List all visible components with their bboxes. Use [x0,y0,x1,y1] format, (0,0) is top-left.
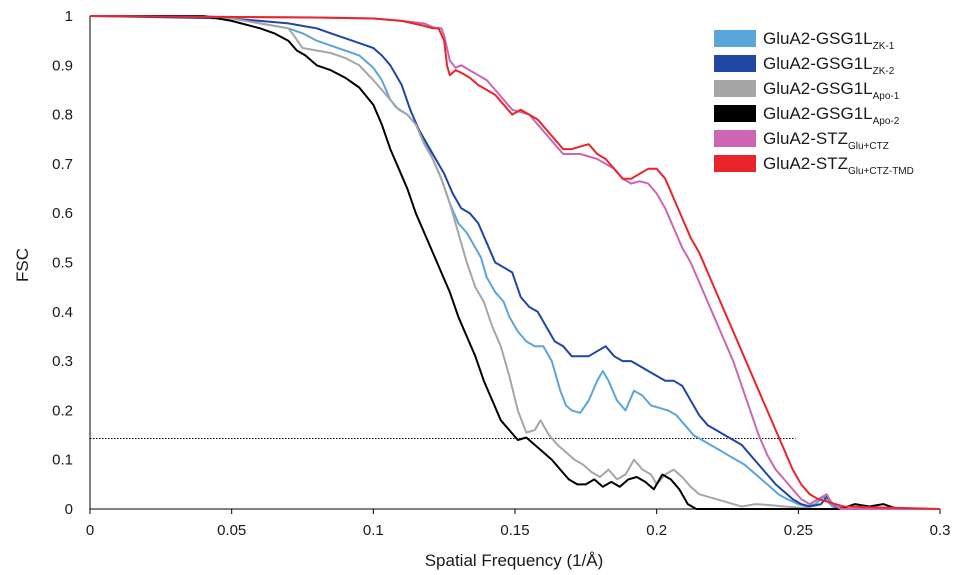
legend-entry: GluA2-GSG1LApo-1 [763,79,900,102]
legend-entry-subscript: ZK-2 [873,66,895,77]
legend-entry: GluA2-GSG1LApo-2 [763,104,900,127]
legend-entry: GluA2-STZGlu+CTZ [763,129,889,152]
series-lines [89,15,941,510]
x-tick-label: 0 [86,522,94,539]
series-line-6 [89,15,941,510]
x-tick-label: 0.15 [500,522,529,539]
y-tick-label: 0.5 [52,255,73,272]
legend-entry-name: GluA2-GSG1L [763,54,873,73]
x-tick-label: 0.25 [784,522,813,539]
y-tick-label: 0.7 [52,156,73,173]
y-tick-label: 0.8 [52,107,73,124]
legend-entry: GluA2-STZGlu+CTZ-TMD [763,154,914,177]
x-axis-title: Spatial Frequency (1/Å) [425,551,604,570]
series-line-4 [90,15,940,510]
legend-swatch [714,55,756,72]
legend-entry-subscript: ZK-1 [873,41,895,52]
legend-entry-subscript: Apo-2 [873,116,900,127]
legend-swatch [714,130,756,147]
legend-entry-subscript: Glu+CTZ [848,141,889,152]
legend-swatch [714,80,756,97]
legend-swatch [714,105,756,122]
y-tick-label: 0.1 [52,452,73,469]
legend-entry: GluA2-GSG1LZK-2 [763,54,895,77]
legend-swatch [714,155,756,172]
legend-entry-name: GluA2-GSG1L [763,29,873,48]
y-tick-label: 0.2 [52,402,73,419]
x-tick-label: 0.1 [363,522,384,539]
legend-swatch [714,30,756,47]
legend-entry: GluA2-GSG1LZK-1 [763,29,895,52]
y-tick-label: 0.4 [52,304,73,321]
x-tick-label: 0.3 [930,522,951,539]
y-axis-title: FSC [13,248,32,282]
legend-entry-subscript: Glu+CTZ-TMD [848,166,914,177]
legend-entry-name: GluA2-STZ [763,154,848,173]
series-line-3 [90,15,940,510]
y-tick-label: 0 [65,501,73,518]
legend-entry-name: GluA2-GSG1L [763,104,873,123]
y-tick-label: 0.6 [52,205,73,222]
series-line-1 [90,15,940,510]
y-tick-label: 0.9 [52,57,73,74]
legend: GluA2-GSG1LZK-1GluA2-GSG1LZK-2GluA2-GSG1… [714,29,914,177]
legend-entry-name: GluA2-GSG1L [763,79,873,98]
axes: 0 0.1 0.2 0.3 0.4 0.5 0.6 0.7 0.8 0.9 1 0 0.05 0.1 0.1… [52,8,950,539]
x-tick-label: 0.2 [646,522,667,539]
x-tick-label: 0.05 [217,522,246,539]
y-tick-label: 1 [65,8,73,25]
legend-entry-subscript: Apo-1 [873,91,900,102]
legend-entry-name: GluA2-STZ [763,129,848,148]
y-tick-label: 0.3 [52,353,73,370]
series-line-2 [89,15,940,510]
series-line-5 [89,15,940,510]
